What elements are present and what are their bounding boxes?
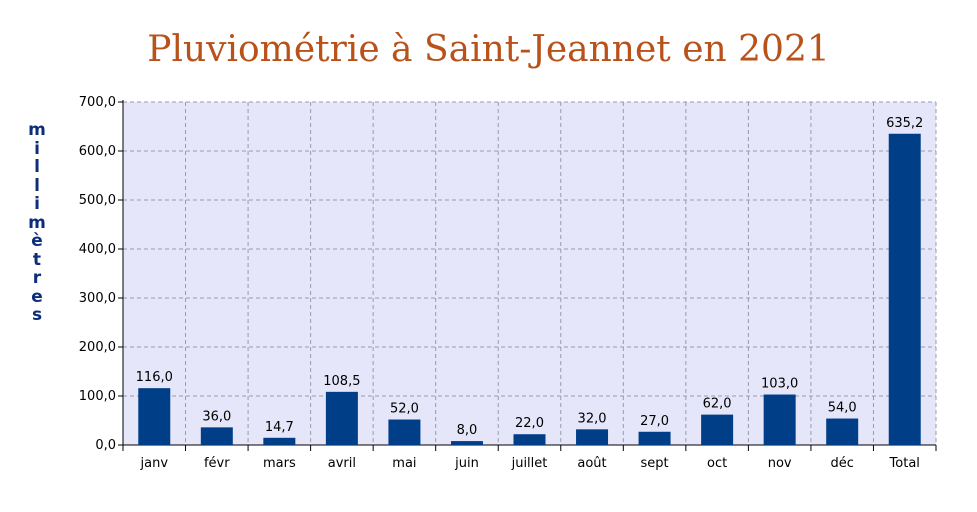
x-tick-label: déc — [830, 456, 853, 471]
y-tick-label: 400,0 — [79, 242, 116, 257]
y-tick-label: 100,0 — [79, 389, 116, 404]
y-tick-label: 300,0 — [79, 291, 116, 306]
data-label: 22,0 — [515, 416, 544, 431]
y-tick-label: 600,0 — [79, 144, 116, 159]
data-label: 32,0 — [578, 411, 607, 426]
bar — [826, 418, 859, 445]
x-tick-label: sept — [641, 456, 669, 471]
bar — [200, 427, 233, 445]
x-tick-label: juin — [454, 456, 479, 471]
x-tick-label: avril — [328, 456, 356, 471]
x-tick-label: mai — [392, 456, 416, 471]
x-tick-label: Total — [889, 456, 920, 471]
data-label: 116,0 — [136, 370, 173, 385]
bar — [576, 429, 609, 445]
bar — [701, 414, 734, 445]
bar — [263, 437, 296, 445]
x-tick-label: juillet — [511, 456, 548, 471]
data-label: 27,0 — [640, 414, 669, 429]
chart-title: Pluviométrie à Saint-Jeannet en 2021 — [147, 29, 830, 70]
data-label: 635,2 — [886, 116, 923, 131]
bar — [763, 394, 796, 445]
data-label: 8,0 — [457, 423, 478, 438]
data-label: 54,0 — [828, 401, 857, 416]
data-label: 36,0 — [202, 409, 231, 424]
bar — [138, 388, 171, 445]
y-tick-label: 0,0 — [95, 438, 116, 453]
data-label: 52,0 — [390, 402, 419, 417]
x-tick-label: août — [577, 456, 606, 471]
x-tick-label: nov — [768, 456, 792, 471]
y-tick-label: 200,0 — [79, 340, 116, 355]
bar — [325, 391, 358, 445]
bar — [888, 133, 921, 445]
y-tick-label: 500,0 — [79, 193, 116, 208]
plot-area — [123, 102, 936, 445]
data-label: 103,0 — [761, 377, 798, 392]
bar — [638, 431, 671, 445]
x-tick-label: févr — [204, 456, 230, 471]
bar — [450, 441, 483, 445]
data-label: 14,7 — [265, 420, 294, 435]
x-tick-label: oct — [707, 456, 727, 471]
data-label: 62,0 — [703, 397, 732, 412]
x-tick-label: janv — [140, 456, 169, 471]
bar — [513, 434, 546, 445]
y-tick-label: 700,0 — [79, 95, 116, 110]
data-label: 108,5 — [323, 374, 360, 389]
x-tick-label: mars — [263, 456, 296, 471]
bar — [388, 419, 421, 445]
